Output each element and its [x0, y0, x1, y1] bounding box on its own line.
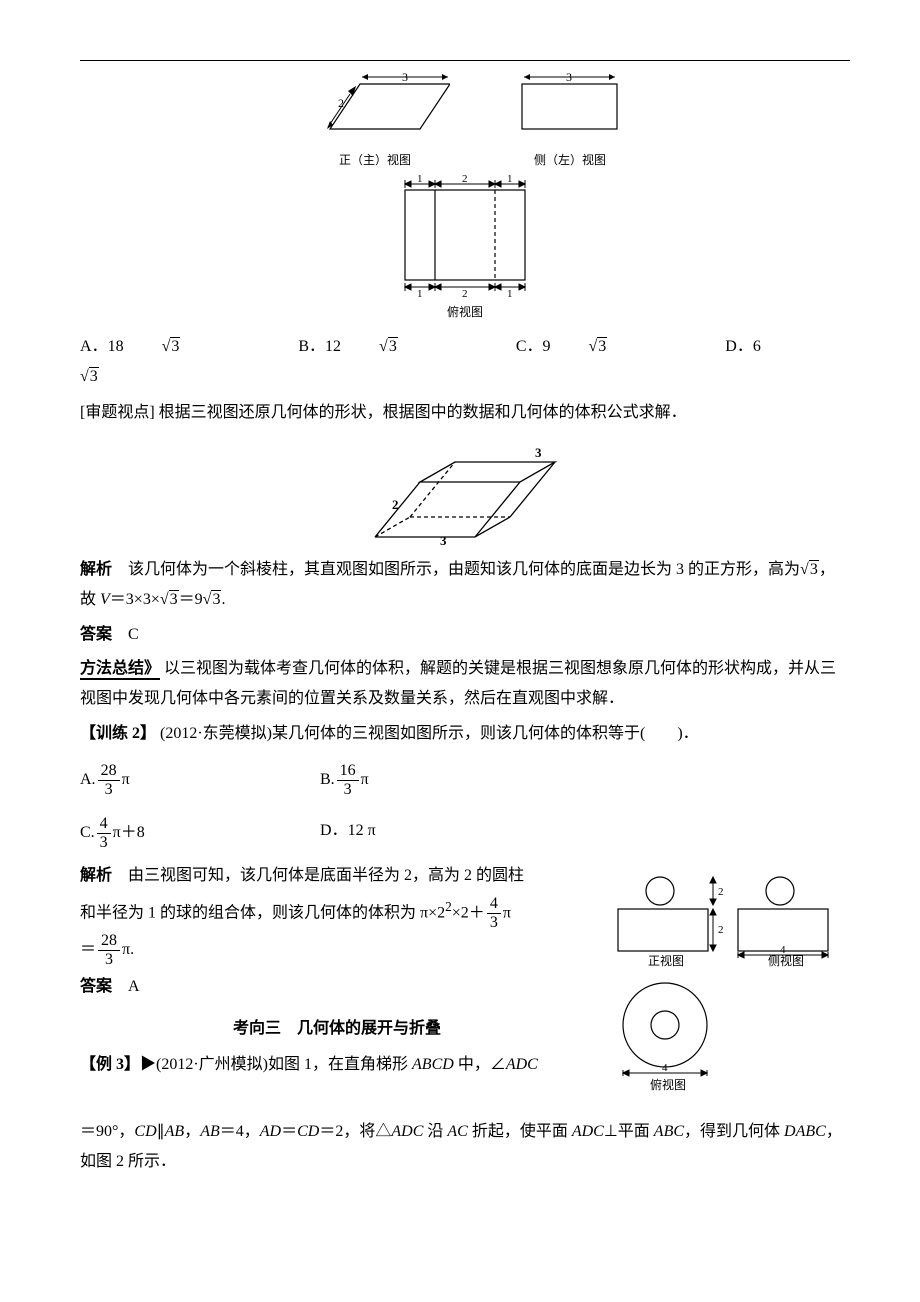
hint-line: [审题视点] 根据三视图还原几何体的形状，根据图中的数据和几何体的体积公式求解．: [80, 398, 850, 428]
sol2-suffix: π.: [122, 941, 134, 958]
choice-B: B．123: [298, 338, 473, 355]
sol2-label: 解析: [80, 867, 112, 884]
ex3-perp: ⊥平面: [604, 1123, 654, 1140]
answer-1: 答案 C: [80, 620, 850, 650]
train2-text: 某几何体的三视图如图所示，则该几何体的体积等于( )．: [272, 725, 699, 742]
top-view-block: 1 2 1 1 2 1 俯视图: [80, 174, 850, 324]
choice2-A: A.283π: [80, 763, 320, 798]
ex3-eq4: ＝4，: [220, 1123, 260, 1140]
ex3-label: 【例 3】: [80, 1056, 140, 1073]
front-view-label: 正（主）视图: [339, 149, 411, 172]
choice2-D: D．12 π: [320, 816, 560, 851]
train2-line: 【训练 2】 (2012·东莞模拟)某几何体的三视图如图所示，则该几何体的体积等…: [80, 719, 850, 749]
ex3-2c: 沿: [423, 1123, 447, 1140]
choices-1: A．183 B．123 C．93 D．63: [80, 332, 850, 393]
sol2-text2c: π: [503, 904, 511, 921]
ex3-cd: CD: [134, 1123, 156, 1140]
ex3-line2: ＝90°，CD∥AB，AB＝4，AD＝CD＝2，将△ADC 沿 AC 折起，使平…: [80, 1117, 850, 1178]
hint-label: [审题视点]: [80, 404, 155, 421]
tv-dim-4a: 4: [780, 944, 786, 956]
ex3-2a: ＝90°，: [80, 1123, 134, 1140]
top-view-svg: 1 2 1 1 2 1: [390, 174, 540, 299]
ans2-value: A: [128, 978, 140, 995]
choices-2: A.283π B.163π C.43π＋8 D．12 π: [80, 763, 850, 851]
sol2-text2a: 和半径为 1 的球的组合体，则该几何体的体积为 π×2: [80, 904, 445, 921]
top-view-label: 俯视图: [447, 301, 483, 324]
ex3-ab: AB: [165, 1123, 185, 1140]
ans2-label: 答案: [80, 978, 112, 995]
sol-label: 解析: [80, 561, 112, 578]
sol2-eq: ＝: [80, 941, 96, 958]
sol-eq: ＝9: [179, 591, 203, 608]
ans-label: 答案: [80, 626, 112, 643]
front-dim-3: 3: [402, 70, 408, 84]
tv-dim-2b: 2: [718, 924, 724, 936]
top-dim-t1: 1: [417, 174, 423, 185]
train2-label: 【训练 2】: [80, 725, 156, 742]
views-row-1: 3 2 正（主）视图 3 侧（左）视图: [80, 69, 850, 172]
tv-dim-2a: 2: [718, 886, 724, 898]
ex3-adc2: ADC: [391, 1123, 423, 1140]
ex3-abc: ABC: [654, 1123, 684, 1140]
side-view-label: 侧（左）视图: [534, 149, 606, 172]
ex3-src: ▶(2012·广州模拟): [140, 1056, 268, 1073]
front-view-svg: 3 2: [300, 69, 450, 147]
choice2-B: B.163π: [320, 763, 560, 798]
prism-dim-3b: 3: [440, 533, 447, 547]
ex3-ad: AD: [260, 1123, 281, 1140]
ex3-eqs: ＝: [281, 1123, 297, 1140]
ex3-dabc: DABC: [784, 1123, 826, 1140]
ex3-adc: ADC: [506, 1056, 538, 1073]
ans-value: C: [128, 626, 139, 643]
ex3-eq2: ＝2，将△: [319, 1123, 391, 1140]
ex3-2d: 折起，使平面: [468, 1123, 572, 1140]
tv-front-label: 正视图: [648, 953, 684, 968]
method-summary: 方法总结》 以三视图为载体考查几何体的体积，解题的关键是根据三视图想象原几何体的…: [80, 654, 850, 715]
hint-text: 根据三视图还原几何体的形状，根据图中的数据和几何体的体积公式求解．: [159, 404, 687, 421]
ex3-2e: ，得到几何体: [684, 1123, 784, 1140]
ex3-ab2: AB: [200, 1123, 220, 1140]
ex3-t2: 中，∠: [454, 1056, 506, 1073]
ex3-t1: 如图 1，在直角梯形: [268, 1056, 412, 1073]
top-dim-b1: 1: [417, 288, 423, 299]
method-label: 方法总结》: [80, 660, 160, 680]
side-dim-3: 3: [566, 70, 572, 84]
tv-top-label: 俯视图: [650, 1077, 686, 1092]
method-text: 以三视图为载体考查几何体的体积，解题的关键是根据三视图想象原几何体的形状构成，并…: [80, 660, 836, 707]
choice-A: A．183: [80, 338, 256, 355]
ex3-cd2: CD: [297, 1123, 319, 1140]
ex3-2b: ，: [184, 1123, 200, 1140]
top-dim-b3: 1: [507, 288, 513, 299]
prism-dim-3a: 3: [535, 445, 542, 460]
sol-text-1: 该几何体为一个斜棱柱，其直观图如图所示，由题知该几何体的底面是边长为 3 的正方…: [128, 561, 800, 578]
ex3-adc3: ADC: [572, 1123, 604, 1140]
tv-dim-4b: 4: [662, 1062, 668, 1074]
solution-1: 解析 该几何体为一个斜棱柱，其直观图如图所示，由题知该几何体的底面是边长为 3 …: [80, 555, 850, 616]
side-view-svg: 3: [510, 69, 630, 147]
top-rule: [80, 60, 850, 61]
ex3-par: ∥: [157, 1123, 165, 1140]
side-view-block: 3 侧（左）视图: [510, 69, 630, 172]
sol2-text1: 由三视图可知，该几何体是底面半径为 2，高为 2 的圆柱: [128, 867, 524, 884]
sol2-text2b: ×2＋: [452, 904, 485, 921]
ex3-ac: AC: [447, 1123, 467, 1140]
train2-src: (2012·东莞模拟): [160, 725, 272, 742]
top-dim-t3: 1: [507, 174, 513, 185]
top-dim-t2: 2: [462, 174, 468, 185]
three-view-fig: 正视图 侧视图 2 2 4 4 俯视图: [610, 865, 850, 1106]
choice2-C: C.43π＋8: [80, 816, 320, 851]
front-view-block: 3 2 正（主）视图: [300, 69, 450, 172]
choice-C: C．93: [516, 338, 683, 355]
prism-dim-2: 2: [392, 497, 399, 512]
ex3-abcd: ABCD: [412, 1056, 454, 1073]
oblique-prism-fig: 3 2 3: [80, 437, 850, 547]
top-dim-b2: 2: [462, 288, 468, 299]
